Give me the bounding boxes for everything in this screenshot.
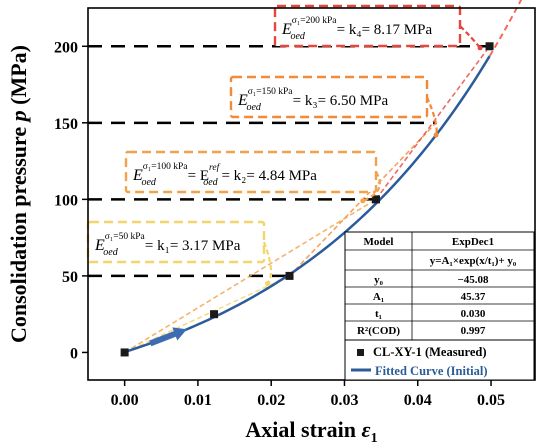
x-tick-label: 0.01 <box>184 392 212 409</box>
y-tick-label: 150 <box>54 116 78 133</box>
annotation-sub: oed <box>141 177 156 188</box>
y-axis-title-symbol: p <box>6 110 31 123</box>
annotation-sub: oed <box>103 247 118 258</box>
fit-table-frame <box>344 231 535 341</box>
annotation-text-3: Eσ₁=150 kPa oed = k₃= 6.50 MPa <box>237 87 388 113</box>
x-tick-label: 0.00 <box>111 392 139 409</box>
y-tick-label: 0 <box>70 345 78 362</box>
legend-frame <box>344 339 535 381</box>
annotation-E: E <box>94 237 105 254</box>
fitted-curve-layer <box>124 55 491 354</box>
annotation-leader-3 <box>425 96 438 136</box>
legend-label-measured: CL-XY-1 (Measured) <box>373 345 487 359</box>
fit-table-value: 0.030 <box>461 308 486 320</box>
data-point <box>210 310 219 319</box>
fit-table-value: −45.08 <box>457 274 489 286</box>
annotation-sup: σ₁=50 kPa <box>105 232 146 242</box>
axes: 0.00 0.01 0.02 0.03 0.04 0.05 0 50 100 150 200 Axia… <box>6 7 536 446</box>
fit-table-label: y₀ <box>374 274 384 286</box>
annotation-E: E <box>237 92 248 109</box>
annotation-text-4: Eσ₁=200 kPa oed = k₄= 8.17 MPa <box>281 16 432 42</box>
x-axis-title-symbol: ε <box>362 417 371 442</box>
annotation-leader-tip <box>265 281 271 287</box>
x-axis-title-text: Axial strain <box>245 417 361 442</box>
annotation-sub: oed <box>290 31 305 42</box>
measured-points-layer <box>120 42 494 357</box>
data-point <box>120 348 129 357</box>
legend-label-fitted: Fitted Curve (Initial) <box>375 364 487 378</box>
annotation-leader-4 <box>459 25 481 49</box>
fit-table: Model ExpDec1 y=A₁×exp(x/t₁)+ y₀ y₀ −45.08 A₁… <box>344 231 535 341</box>
y-axis-title-text: Consolidation pressure <box>6 121 31 343</box>
annotation-leader-tip <box>433 132 439 138</box>
legend: CL-XY-1 (Measured) Fitted Curve (Initial) <box>344 339 535 381</box>
fit-table-value: 0.997 <box>461 325 486 337</box>
fit-table-title-right: ExpDec1 <box>452 236 494 248</box>
slope-line-2 <box>124 198 377 354</box>
annotation-leader-2 <box>362 171 381 202</box>
y-tick-label: 200 <box>54 39 78 56</box>
x-tick-label: 0.03 <box>330 392 358 409</box>
x-tick-label: 0.05 <box>477 392 505 409</box>
fit-table-label: R²(COD) <box>357 325 400 337</box>
annotation-value: = k₄= 8.17 MPa <box>333 22 433 38</box>
slope-line-1 <box>124 275 290 354</box>
x-tick-label: 0.04 <box>404 392 432 409</box>
annotation-mid-sub: oed <box>203 177 218 188</box>
annotation-text-2: Eσ₁=100 kPa oed = Eref oed = k₂= 4.84 MPa <box>132 162 317 188</box>
x-axis-title-sub: 1 <box>371 431 378 446</box>
x-tick-label: 0.02 <box>257 392 285 409</box>
annotation-mid-sup: ref <box>209 162 221 173</box>
y-tick-label: 50 <box>62 269 78 286</box>
annotation-mid: = E <box>184 168 209 184</box>
annotation-E: E <box>281 21 292 38</box>
fit-table-label: A₁ <box>373 291 384 303</box>
annotation-sup: σ₁=200 kPa <box>292 16 337 26</box>
extrapolated-curve <box>488 0 523 57</box>
annotations-layer: Eσ₁=50 kPa oed = k₁= 3.17 MPa Eσ₁=100 kPa o… <box>86 4 483 287</box>
annotation-leader-tip <box>360 198 366 204</box>
y-axis-title-unit: (MPa) <box>6 45 31 110</box>
annotation-sup: σ₁=150 kPa <box>248 87 293 97</box>
y-axis-title: Consolidation pressure p (MPa) <box>6 45 31 343</box>
data-point <box>285 271 294 280</box>
fit-table-label: t₁ <box>375 308 382 320</box>
annotation-sub: oed <box>246 102 261 113</box>
fit-table-title-left: Model <box>364 236 394 248</box>
annotation-leader-tip <box>477 45 483 51</box>
y-tick-label: 100 <box>54 192 78 209</box>
annotation-sup: σ₁=100 kPa <box>143 162 188 172</box>
fit-table-value: 45.37 <box>461 291 486 303</box>
data-point <box>485 42 494 51</box>
annotation-E: E <box>132 167 143 184</box>
annotation-value: = k₃= 6.50 MPa <box>289 93 389 109</box>
legend-marker-measured <box>357 349 364 356</box>
x-axis-title: Axial strain ε1 <box>245 417 377 446</box>
data-point <box>371 195 380 204</box>
direction-arrow-head <box>172 327 187 341</box>
annotation-text-1: Eσ₁=50 kPa oed = k₁= 3.17 MPa <box>94 232 241 258</box>
plot-frame <box>87 7 536 381</box>
annotation-value: = k₁= 3.17 MPa <box>141 238 241 254</box>
direction-arrow-shaft <box>149 329 181 347</box>
annotation-value: = k₂= 4.84 MPa <box>218 168 318 184</box>
fit-table-equation: y=A₁×exp(x/t₁)+ y₀ <box>430 255 517 267</box>
